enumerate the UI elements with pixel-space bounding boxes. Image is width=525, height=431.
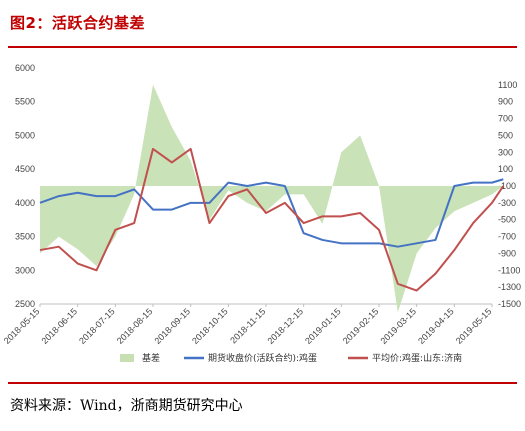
y-right-tick-label: 500: [498, 130, 513, 140]
y-right-tick-label: -500: [498, 215, 516, 225]
y-right-tick-label: -300: [498, 198, 516, 208]
y-left-tick-label: 4000: [15, 198, 35, 208]
x-tick-label: 2018-07-15: [77, 306, 117, 346]
title-divider: [8, 46, 517, 48]
source-note: 资料来源：Wind，浙商期货研究中心: [10, 398, 243, 414]
y-right-tick-label: -1300: [498, 282, 521, 292]
chart-area: 2500 3000 3500 4000 4500 5000 5500 6000 -1500 -13…: [2, 63, 521, 364]
y-left-tick-label: 6000: [15, 63, 35, 73]
x-tick-label: 2018-11-15: [228, 306, 267, 345]
chart-title: 图2：活跃合约基差: [10, 14, 145, 32]
y-left-tick-label: 4500: [15, 164, 35, 174]
y-left-tick-label: 5500: [15, 97, 35, 107]
y-left-tick-label: 3500: [15, 232, 35, 242]
y-right-tick-label: -1500: [498, 299, 521, 309]
x-tick-label: 2018-08-15: [115, 306, 155, 346]
y-right-tick-label: -100: [498, 181, 516, 191]
y-left-tick-label: 3000: [15, 265, 35, 275]
x-tick-label: 2019-04-15: [416, 306, 456, 346]
x-tick-label: 2018-05-15: [2, 306, 42, 346]
y-right-tick-label: 700: [498, 114, 513, 124]
source-divider: [8, 382, 517, 384]
x-tick-label: 2018-09-15: [152, 306, 192, 346]
legend-label: 平均价:鸡蛋:山东:济南: [372, 352, 462, 364]
x-tick-label: 2019-02-15: [341, 306, 381, 346]
x-tick-label: 2019-01-15: [303, 306, 343, 346]
y-left-tick-label: 2500: [15, 299, 35, 309]
y-right-tick-label: -900: [498, 248, 516, 258]
x-tick-label: 2019-05-15: [454, 306, 494, 346]
legend-label: 期货收盘价(活跃合约):鸡蛋: [208, 352, 317, 364]
x-tick-label: 2019-03-15: [378, 306, 418, 346]
series-spot-line: [39, 147, 505, 292]
x-tick-label: 2018-06-15: [39, 306, 79, 346]
y-right-tick-label: -700: [498, 232, 516, 242]
legend-label: 基差: [142, 352, 160, 364]
legend-swatch-basis: [120, 354, 134, 362]
series-basis-area: [40, 84, 504, 313]
y-right-tick-label: -1100: [498, 265, 520, 275]
y-right-tick-label: 100: [498, 164, 513, 174]
x-tick-label: 2018-12-15: [265, 306, 305, 346]
x-tick-label: 2018-10-15: [190, 306, 230, 346]
y-right-tick-label: 900: [498, 97, 513, 107]
y-left-tick-label: 5000: [15, 130, 35, 140]
y-right-tick-label: 1100: [498, 80, 517, 90]
y-right-tick-label: 300: [498, 147, 513, 157]
series-futures-line: [39, 178, 504, 248]
